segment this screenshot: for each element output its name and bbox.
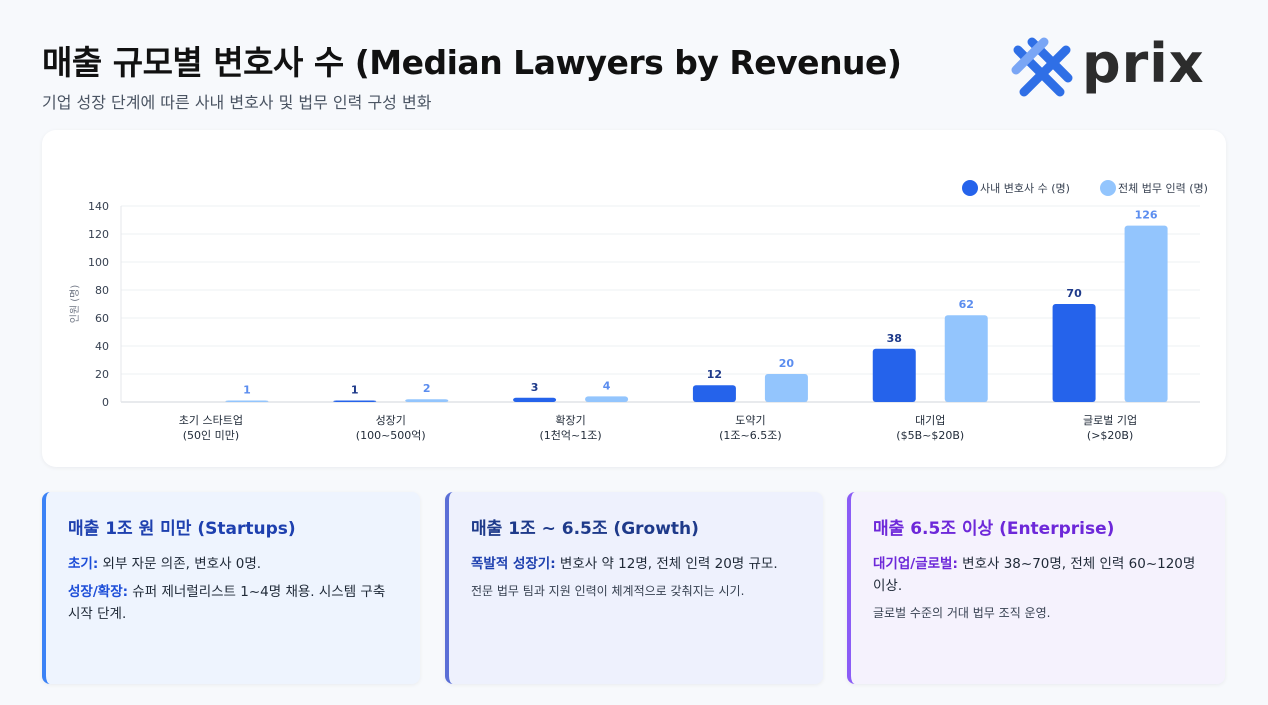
prix-logo: prix <box>1010 32 1210 100</box>
data-label: 126 <box>1135 209 1158 222</box>
card-note: 글로벌 수준의 거대 법무 조직 운영. <box>873 606 1051 620</box>
card-line: 폭발적 성장기: 변호사 약 12명, 전체 인력 20명 규모. <box>471 556 778 572</box>
data-label: 70 <box>1066 287 1082 300</box>
y-axis-title: 인원 (명) <box>69 285 81 324</box>
card-line: 대기업/글로벌: 변호사 38~70명, 전체 인력 60~120명 이상. <box>873 556 1196 594</box>
bar-lawyers <box>513 397 557 402</box>
x-tick-label: 대기업 <box>915 414 945 427</box>
logo-wordmark: prix <box>1082 32 1205 95</box>
y-tick-label: 40 <box>95 340 109 353</box>
x-tick-label: 도약기 <box>735 413 765 427</box>
data-label: 12 <box>707 368 722 381</box>
page-title: 매출 규모별 변호사 수 (Median Lawyers by Revenue) <box>42 43 902 82</box>
y-tick-label: 0 <box>102 396 109 409</box>
x-tick-label: 성장기 <box>376 414 406 427</box>
legend-swatch <box>1100 180 1116 196</box>
card-title: 매출 6.5조 이상 (Enterprise) <box>873 519 1115 539</box>
data-label: 1 <box>243 384 251 397</box>
data-label: 3 <box>531 381 539 394</box>
chart-card: 0 20 40 60 80 100 120 140 인원 (명) 1 초기 스타트업 (50인 미만)… <box>42 130 1226 467</box>
x-tick-label: 글로벌 기업 <box>1083 414 1137 427</box>
data-label: 62 <box>959 298 974 311</box>
bar-legal-staff <box>225 400 269 402</box>
bar-legal-staff <box>944 315 988 402</box>
data-label: 20 <box>779 357 795 370</box>
x-tick-label: 확장기 <box>555 414 585 427</box>
info-card-growth: 매출 1조 ~ 6.5조 (Growth) 폭발적 성장기: 변호사 약 12명… <box>445 492 823 684</box>
legend-label: 전체 법무 인력 (명) <box>1118 182 1208 195</box>
data-label: 2 <box>423 382 431 395</box>
legend-swatch <box>962 180 978 196</box>
x-tick-label: (100~500억) <box>356 429 426 442</box>
card-title: 매출 1조 ~ 6.5조 (Growth) <box>471 519 699 539</box>
bar-lawyers <box>333 400 377 402</box>
card-note: 전문 법무 팀과 지원 인력이 체계적으로 갖춰지는 시기. <box>471 584 745 598</box>
x-tick-label: (>$20B) <box>1087 429 1133 442</box>
y-tick-label: 120 <box>88 228 109 241</box>
data-label: 38 <box>887 332 902 345</box>
y-tick-label: 80 <box>95 284 109 297</box>
info-card-startups: 매출 1조 원 미만 (Startups) 초기: 외부 자문 의존, 변호사 … <box>42 492 420 684</box>
x-tick-label: (50인 미만) <box>183 429 239 442</box>
bar-legal-staff <box>585 396 629 402</box>
card-line: 초기: 외부 자문 의존, 변호사 0명. <box>68 556 262 572</box>
page-subtitle: 기업 성장 단계에 따른 사내 변호사 및 법무 인력 구성 변화 <box>42 93 432 112</box>
bar-lawyers <box>1052 304 1096 402</box>
y-tick-label: 140 <box>88 200 109 213</box>
bar-lawyers <box>692 385 736 402</box>
data-label: 4 <box>603 379 611 392</box>
prix-logo-icon <box>1011 37 1073 97</box>
bar-legal-staff <box>764 374 808 402</box>
card-title: 매출 1조 원 미만 (Startups) <box>68 519 296 539</box>
bar-lawyers <box>872 348 916 402</box>
x-tick-label: (1천억~1조) <box>539 428 601 442</box>
bar-legal-staff <box>405 399 449 402</box>
y-tick-label: 20 <box>95 368 109 381</box>
bar-legal-staff <box>1124 225 1168 402</box>
data-label: 1 <box>351 384 359 397</box>
y-tick-label: 100 <box>88 256 109 269</box>
info-card-enterprise: 매출 6.5조 이상 (Enterprise) 대기업/글로벌: 변호사 38~… <box>847 492 1225 684</box>
y-tick-label: 60 <box>95 312 109 325</box>
card-line: 성장/확장: 슈퍼 제너럴리스트 1~4명 채용. 시스템 구축 시작 단계. <box>68 584 386 622</box>
x-tick-label: ($5B~$20B) <box>896 429 964 442</box>
x-tick-label: (1조~6.5조) <box>719 429 782 442</box>
x-tick-label: 초기 스타트업 <box>179 414 243 427</box>
legend-label: 사내 변호사 수 (명) <box>980 182 1070 195</box>
